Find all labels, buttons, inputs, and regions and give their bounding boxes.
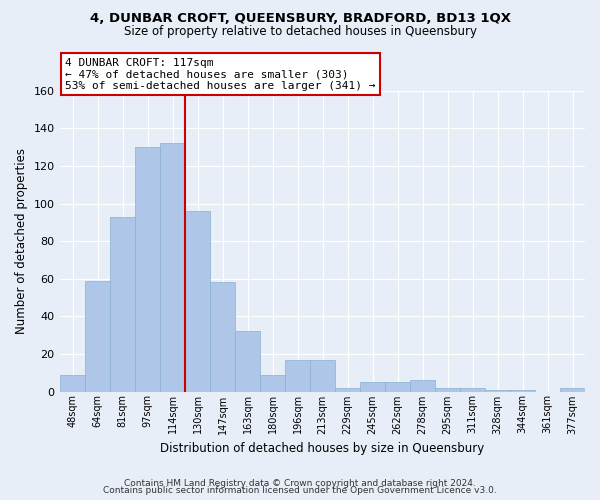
Bar bbox=[460, 388, 485, 392]
Text: Size of property relative to detached houses in Queensbury: Size of property relative to detached ho… bbox=[124, 25, 476, 38]
Bar bbox=[235, 332, 260, 392]
Text: 4, DUNBAR CROFT, QUEENSBURY, BRADFORD, BD13 1QX: 4, DUNBAR CROFT, QUEENSBURY, BRADFORD, B… bbox=[89, 12, 511, 26]
Bar bbox=[335, 388, 360, 392]
Bar bbox=[60, 374, 85, 392]
Bar bbox=[510, 390, 535, 392]
Bar bbox=[360, 382, 385, 392]
Bar bbox=[260, 374, 285, 392]
Bar bbox=[435, 388, 460, 392]
Bar bbox=[485, 390, 510, 392]
Bar bbox=[310, 360, 335, 392]
Bar bbox=[135, 147, 160, 392]
Bar bbox=[160, 144, 185, 392]
Bar bbox=[285, 360, 310, 392]
Text: 4 DUNBAR CROFT: 117sqm
← 47% of detached houses are smaller (303)
53% of semi-de: 4 DUNBAR CROFT: 117sqm ← 47% of detached… bbox=[65, 58, 376, 90]
Bar bbox=[560, 388, 585, 392]
Y-axis label: Number of detached properties: Number of detached properties bbox=[15, 148, 28, 334]
Text: Contains public sector information licensed under the Open Government Licence v3: Contains public sector information licen… bbox=[103, 486, 497, 495]
Bar bbox=[110, 216, 135, 392]
Bar bbox=[85, 280, 110, 392]
Text: Contains HM Land Registry data © Crown copyright and database right 2024.: Contains HM Land Registry data © Crown c… bbox=[124, 478, 476, 488]
Bar bbox=[185, 211, 210, 392]
Bar bbox=[410, 380, 435, 392]
X-axis label: Distribution of detached houses by size in Queensbury: Distribution of detached houses by size … bbox=[160, 442, 485, 455]
Bar bbox=[385, 382, 410, 392]
Bar bbox=[210, 282, 235, 392]
